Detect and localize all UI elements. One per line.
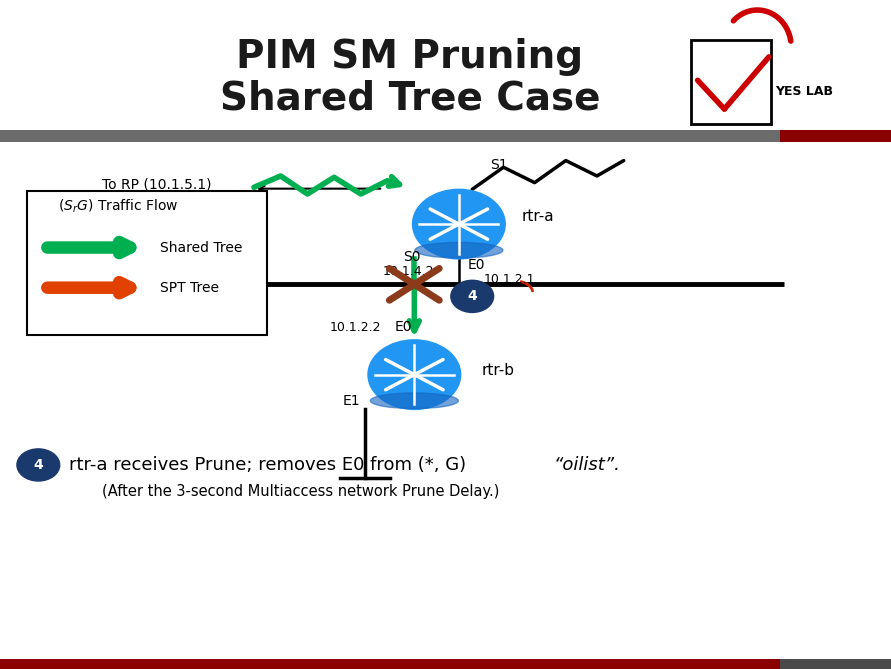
- Bar: [780, 659, 891, 669]
- Text: YES LAB: YES LAB: [775, 86, 833, 98]
- Text: “oilist”.: “oilist”.: [553, 456, 620, 474]
- Bar: [780, 130, 891, 142]
- Text: S1: S1: [490, 159, 508, 172]
- Text: 4: 4: [468, 290, 477, 303]
- Bar: [0, 659, 780, 669]
- Text: E0: E0: [468, 258, 486, 272]
- Text: Shared Tree Case: Shared Tree Case: [219, 80, 601, 117]
- Text: 4: 4: [34, 458, 43, 472]
- Circle shape: [368, 340, 461, 409]
- Bar: [691, 40, 771, 124]
- Text: rtr-b: rtr-b: [481, 363, 514, 377]
- Ellipse shape: [415, 242, 503, 258]
- Text: $(S_r G)$ Traffic Flow: $(S_r G)$ Traffic Flow: [58, 198, 178, 215]
- Text: S0: S0: [403, 250, 421, 264]
- Bar: [27, 191, 267, 334]
- Text: To RP (10.1.5.1): To RP (10.1.5.1): [102, 178, 212, 191]
- Text: 10.1.2.2: 10.1.2.2: [330, 321, 381, 334]
- Text: (After the 3-second Multiaccess network Prune Delay.): (After the 3-second Multiaccess network …: [102, 484, 500, 499]
- Text: Shared Tree: Shared Tree: [160, 241, 242, 254]
- Circle shape: [413, 189, 505, 259]
- Text: E1: E1: [343, 394, 361, 407]
- Text: SPT Tree: SPT Tree: [160, 281, 219, 294]
- Bar: [0, 130, 780, 142]
- Circle shape: [17, 449, 60, 481]
- Text: E0: E0: [395, 320, 413, 334]
- Text: PIM SM Pruning: PIM SM Pruning: [236, 38, 584, 76]
- Text: 10.1.2.1: 10.1.2.1: [484, 273, 535, 286]
- Circle shape: [451, 280, 494, 312]
- Text: rtr-a: rtr-a: [521, 209, 554, 223]
- Ellipse shape: [371, 393, 458, 409]
- Text: rtr-a receives Prune; removes E0 from (*, G): rtr-a receives Prune; removes E0 from (*…: [69, 456, 472, 474]
- Text: 10.1.4.2: 10.1.4.2: [383, 265, 435, 278]
